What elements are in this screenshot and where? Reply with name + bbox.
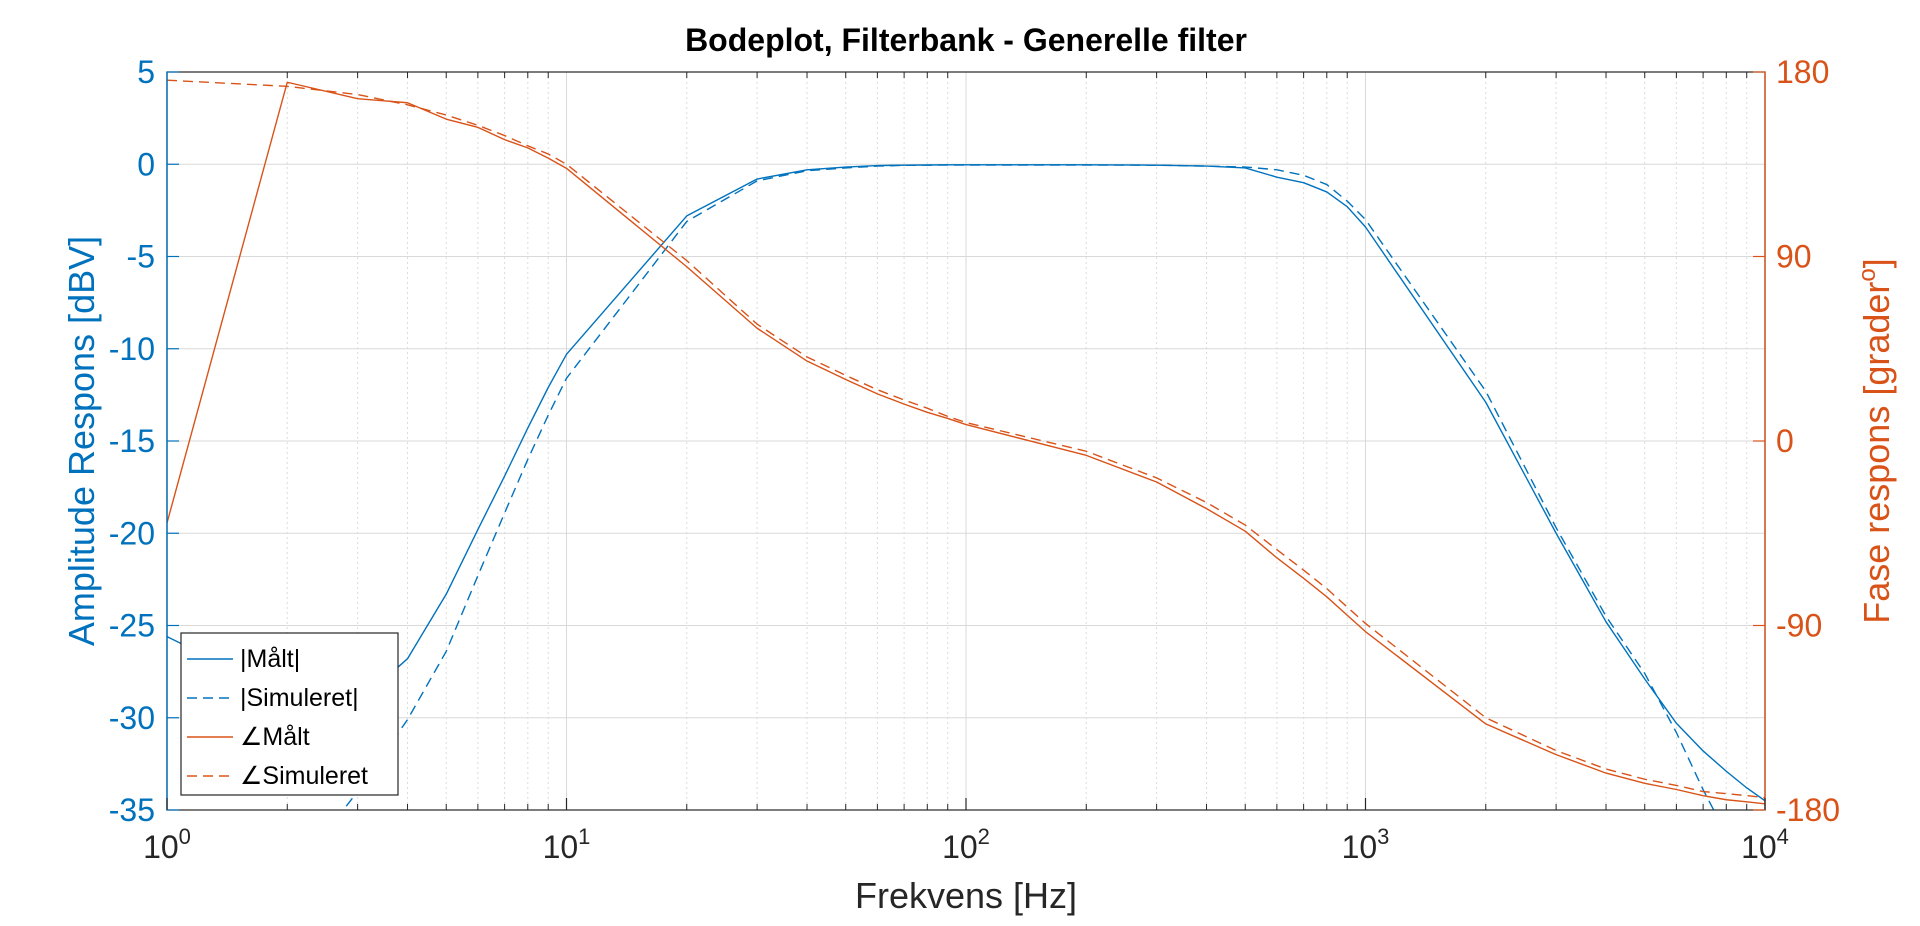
- series-layer: [167, 79, 1765, 810]
- y-left-tick-label: -20: [109, 515, 155, 551]
- y-right-tick-label: -180: [1776, 792, 1840, 828]
- y-left-tick-label: 0: [137, 146, 155, 182]
- y-left-tick-label: -25: [109, 608, 155, 644]
- x-tick-exponent: 3: [1377, 824, 1389, 849]
- legend-label-measured-amplitude: |Målt|: [240, 645, 300, 673]
- x-tick-exponent: 2: [978, 824, 990, 849]
- x-tick-label: 102: [942, 824, 990, 865]
- x-tick-label: 104: [1741, 824, 1789, 865]
- tick-layer: 100 101 102 103 10450-5-10-15-20-25-30-35180…: [109, 54, 1840, 865]
- y-axis-label-right: Fase respons [gradero]: [1854, 258, 1897, 624]
- x-tick-base: 10: [1741, 829, 1777, 865]
- x-tick-label: 101: [543, 824, 591, 865]
- y-left-tick-label: -10: [109, 331, 155, 367]
- legend-label-measured-phase: ∠Målt: [240, 723, 310, 751]
- chart-title: Bodeplot, Filterbank - Generelle filter: [685, 22, 1247, 58]
- x-tick-exponent: 4: [1777, 824, 1789, 849]
- x-tick-exponent: 0: [179, 824, 191, 849]
- y-left-tick-label: -15: [109, 423, 155, 459]
- legend-label-simulated-phase: ∠Simuleret: [240, 762, 368, 790]
- x-tick-base: 10: [543, 829, 579, 865]
- x-axis-label: Frekvens [Hz]: [855, 875, 1077, 916]
- y-axis-label-right-close: ]: [1856, 258, 1897, 268]
- y-left-tick-label: -35: [109, 792, 155, 828]
- measured-phase-line: [167, 81, 1765, 805]
- y-axis-label-left: Amplitude Respons [dBV]: [61, 236, 102, 646]
- x-tick-base: 10: [1342, 829, 1378, 865]
- x-tick-base: 10: [143, 829, 179, 865]
- legend: |Målt| |Simuleret| ∠Målt ∠Simuleret: [180, 632, 399, 796]
- y-axis-label-right-text: Fase respons [grader: [1856, 282, 1897, 624]
- minor-grid: [286, 72, 1748, 810]
- y-left-tick-label: -5: [127, 239, 155, 275]
- legend-box: [180, 632, 399, 796]
- simulated-phase-line: [167, 79, 1765, 799]
- y-right-tick-label: 90: [1776, 239, 1812, 275]
- legend-label-simulated-amplitude: |Simuleret|: [240, 684, 359, 712]
- x-tick-label: 100: [143, 824, 191, 865]
- y-right-tick-label: 180: [1776, 54, 1829, 90]
- y-left-tick-label: -30: [109, 700, 155, 736]
- y-left-tick-label: 5: [137, 54, 155, 90]
- measured-amplitude-line: [167, 164, 1765, 802]
- x-tick-exponent: 1: [578, 824, 590, 849]
- x-tick-label: 103: [1342, 824, 1390, 865]
- x-tick-base: 10: [942, 829, 978, 865]
- y-right-tick-label: -90: [1776, 608, 1822, 644]
- y-right-tick-label: 0: [1776, 423, 1794, 459]
- simulated-amplitude-line: [342, 164, 1715, 810]
- y-axis-label-right-degree: o: [1854, 268, 1881, 281]
